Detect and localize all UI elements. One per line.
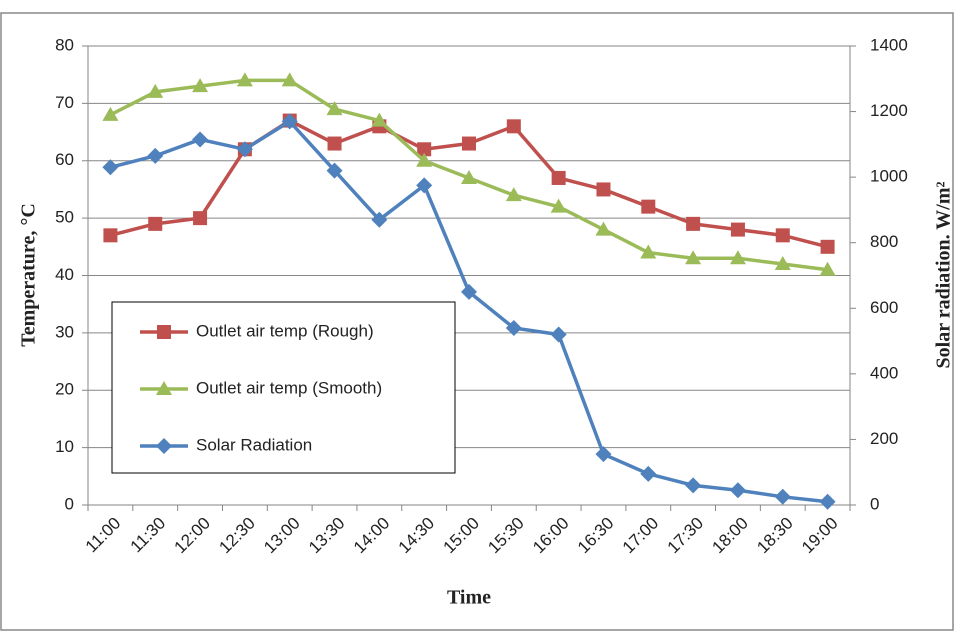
marker (729, 250, 746, 265)
marker (685, 250, 702, 265)
y-tick-label: 50 (55, 208, 74, 227)
legend-label: Outlet air temp (Rough) (196, 321, 374, 340)
y2-tick-label: 0 (870, 494, 879, 513)
y-tick-label: 10 (55, 437, 74, 456)
y-tick-label: 30 (55, 322, 74, 341)
marker (686, 216, 701, 231)
y2-tick-label: 800 (870, 232, 898, 251)
y-tick-label: 0 (65, 494, 74, 513)
marker (640, 244, 657, 259)
y2-tick-label: 1000 (870, 167, 908, 186)
legend-label: Outlet air temp (Smooth) (196, 378, 382, 397)
marker (641, 199, 656, 214)
marker (157, 325, 171, 339)
y-tick-label: 80 (55, 35, 74, 54)
marker (156, 381, 172, 395)
marker (326, 101, 343, 116)
marker (462, 136, 476, 151)
marker (550, 198, 567, 213)
marker (281, 113, 298, 130)
y2-tick-label: 200 (870, 429, 898, 448)
marker (774, 256, 791, 271)
marker (147, 147, 164, 164)
marker (103, 228, 118, 243)
y-tick-label: 70 (55, 93, 74, 112)
marker (729, 482, 746, 499)
marker (327, 136, 342, 151)
y2-tick-label: 400 (870, 363, 898, 382)
marker (774, 488, 791, 505)
marker (102, 106, 119, 121)
marker (685, 477, 702, 494)
marker (236, 141, 253, 158)
marker (461, 283, 477, 300)
y2-axis-title: Solar radiation. W/m² (933, 182, 955, 369)
marker (417, 142, 432, 157)
y-tick-label: 20 (55, 380, 74, 399)
marker (775, 228, 790, 243)
y-tick-label: 40 (55, 265, 74, 284)
y-tick-label: 60 (55, 150, 74, 169)
marker (148, 216, 163, 231)
x-axis-title: Time (447, 587, 491, 609)
y2-tick-label: 600 (870, 298, 898, 317)
marker (595, 446, 612, 463)
y2-tick-label: 1400 (870, 35, 908, 54)
marker (281, 72, 298, 87)
marker (192, 78, 209, 93)
marker (505, 187, 522, 202)
marker (820, 239, 835, 254)
marker (236, 72, 253, 87)
y-axis-title: Temperature, °C (18, 203, 40, 347)
marker (192, 131, 209, 148)
marker (596, 182, 611, 197)
marker (371, 112, 388, 127)
marker (819, 493, 836, 510)
marker (416, 177, 433, 194)
marker (147, 83, 164, 98)
legend-label: Solar Radiation (196, 435, 312, 454)
marker (371, 211, 388, 228)
y2-tick-label: 1200 (870, 101, 908, 120)
marker (156, 438, 172, 454)
marker (505, 319, 522, 336)
marker (640, 465, 657, 482)
marker (461, 169, 477, 184)
marker (819, 261, 836, 276)
marker (595, 221, 612, 236)
marker (416, 152, 433, 167)
marker (551, 170, 566, 185)
marker (730, 222, 745, 237)
marker (326, 162, 343, 179)
marker (550, 326, 567, 343)
marker (506, 119, 521, 134)
marker (102, 159, 119, 176)
marker (193, 211, 208, 226)
